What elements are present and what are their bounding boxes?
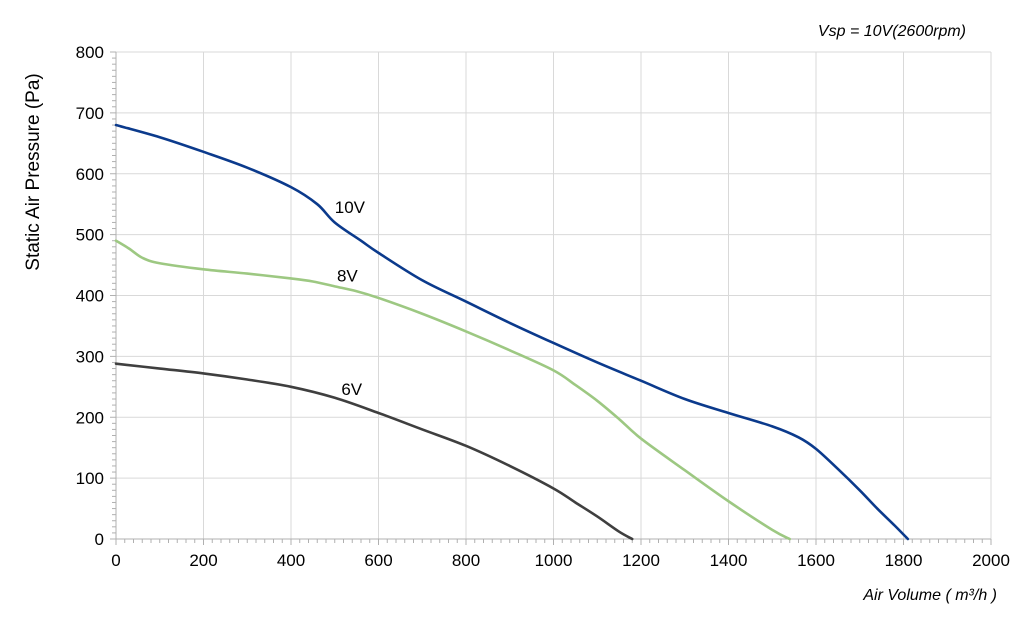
y-tick-label: 200: [76, 408, 104, 427]
x-tick-label: 1600: [797, 551, 835, 570]
grid: [116, 51, 992, 539]
y-tick-label: 700: [76, 104, 104, 123]
axes: [115, 52, 991, 540]
y-tick-label: 100: [76, 469, 104, 488]
x-tick-label: 200: [189, 551, 217, 570]
x-tick-label: 1200: [622, 551, 660, 570]
series-10v-label: 10V: [335, 198, 366, 217]
series-10v-line: [114, 123, 910, 541]
y-tick-labels: 0 100 200 300 400 500 600 700 800: [76, 43, 104, 549]
x-axis-label: Air Volume ( m³/h ): [862, 587, 997, 604]
x-tick-label: 1800: [885, 551, 923, 570]
y-tick-label: 600: [76, 165, 104, 184]
series-labels: 10V 8V 6V: [335, 198, 366, 399]
y-tick-label: 0: [95, 530, 104, 549]
annotation: Vsp = 10V(2600rpm): [818, 23, 966, 40]
series-6v-label: 6V: [341, 380, 362, 399]
series-8v-label: 8V: [337, 266, 358, 285]
x-tick-label: 0: [111, 551, 120, 570]
x-tick-label: 2000: [972, 551, 1010, 570]
y-tick-label: 300: [76, 347, 104, 366]
curves: [114, 123, 910, 541]
x-tick-labels: 0 200 400 600 800 1000 1200 1400 1600 1800 2000: [111, 551, 1010, 570]
y-tick-label: 500: [76, 226, 104, 245]
series-6v-line: [114, 362, 634, 541]
y-tick-label: 800: [76, 43, 104, 62]
minor-ticks: [110, 51, 992, 545]
x-tick-label: 800: [452, 551, 480, 570]
y-tick-label: 400: [76, 287, 104, 306]
series-8v-line: [114, 239, 792, 541]
x-tick-label: 1400: [710, 551, 748, 570]
x-tick-label: 400: [277, 551, 305, 570]
y-axis-label: Static Air Pressure (Pa): [23, 73, 44, 270]
x-tick-label: 1000: [535, 551, 573, 570]
x-tick-label: 600: [364, 551, 392, 570]
